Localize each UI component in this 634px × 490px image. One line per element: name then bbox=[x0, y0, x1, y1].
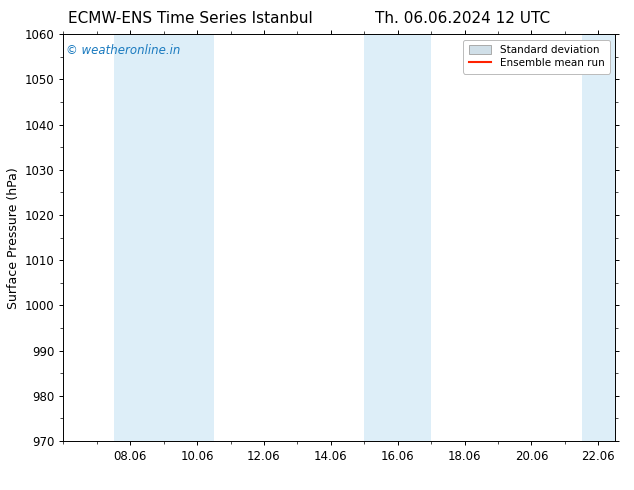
Bar bbox=[113, 34, 164, 441]
Legend: Standard deviation, Ensemble mean run: Standard deviation, Ensemble mean run bbox=[463, 40, 610, 74]
Text: ECMW-ENS Time Series Istanbul: ECMW-ENS Time Series Istanbul bbox=[68, 11, 313, 26]
Bar bbox=[581, 34, 615, 441]
Text: © weatheronline.in: © weatheronline.in bbox=[66, 45, 181, 57]
Y-axis label: Surface Pressure (hPa): Surface Pressure (hPa) bbox=[8, 167, 20, 309]
Bar bbox=[365, 34, 398, 441]
Bar bbox=[164, 34, 214, 441]
Text: Th. 06.06.2024 12 UTC: Th. 06.06.2024 12 UTC bbox=[375, 11, 550, 26]
Bar bbox=[398, 34, 431, 441]
